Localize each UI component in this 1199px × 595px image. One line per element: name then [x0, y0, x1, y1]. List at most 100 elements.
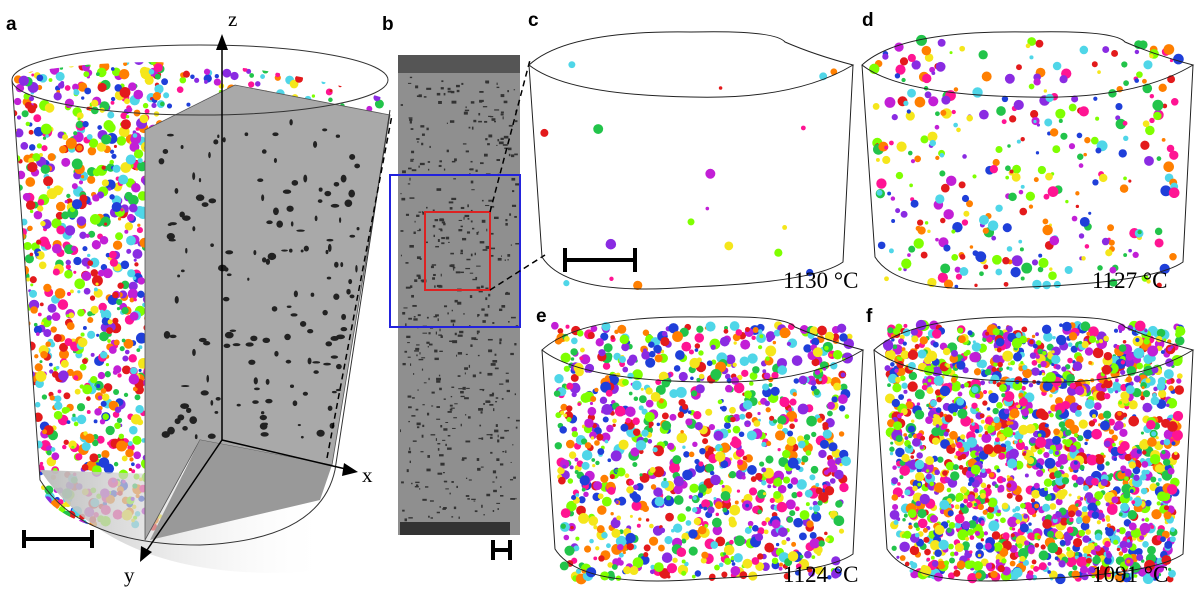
pore [410, 363, 411, 365]
particle [584, 546, 591, 553]
particle [759, 334, 763, 338]
particle [739, 431, 745, 437]
particle [769, 416, 774, 421]
particle [22, 404, 30, 412]
pore [318, 199, 323, 203]
particle [1153, 112, 1161, 120]
particle [1032, 280, 1041, 289]
particle [672, 558, 677, 563]
particle [540, 129, 548, 137]
pore [470, 168, 474, 170]
particle [105, 371, 111, 377]
particle [985, 498, 990, 503]
particle [1102, 518, 1106, 522]
particle [1039, 550, 1049, 560]
pore [515, 393, 516, 395]
particle [82, 271, 92, 281]
particle [593, 124, 603, 134]
particle [1049, 394, 1053, 398]
particle [1113, 540, 1118, 545]
particle [26, 278, 30, 282]
particle [940, 386, 950, 396]
particle [15, 317, 23, 325]
particle [942, 470, 948, 476]
particle [564, 535, 570, 541]
particle [1115, 378, 1119, 382]
pore [433, 235, 435, 237]
particle [609, 277, 613, 281]
particle [823, 430, 832, 439]
particle [48, 304, 57, 313]
particle [588, 332, 595, 339]
particle [974, 284, 977, 287]
pore [182, 426, 188, 431]
particle [890, 442, 893, 445]
particle [959, 46, 965, 52]
particle [1095, 533, 1102, 540]
particle [72, 159, 83, 170]
particle [722, 485, 725, 488]
particle [662, 331, 668, 337]
particle [730, 417, 736, 423]
pore [303, 175, 307, 183]
particle [1066, 547, 1070, 551]
particle [107, 111, 114, 118]
particle [969, 477, 975, 483]
pore [208, 152, 211, 158]
pore [483, 514, 484, 515]
particle [82, 464, 89, 471]
particle [122, 355, 128, 361]
pore [181, 145, 184, 149]
particle [1149, 118, 1154, 123]
pore [247, 278, 249, 281]
particle [29, 466, 40, 477]
particle [901, 258, 911, 268]
particle [996, 106, 1006, 116]
particle [828, 442, 837, 451]
particle [682, 560, 686, 564]
particle [972, 87, 982, 97]
pore [276, 221, 283, 228]
pore [493, 408, 494, 411]
particle [1050, 128, 1058, 136]
particle [77, 290, 80, 293]
particle [1107, 224, 1114, 231]
particle [957, 327, 963, 333]
particle [1010, 408, 1020, 418]
particle [197, 57, 203, 63]
particle [825, 537, 830, 542]
particle [894, 369, 898, 373]
particle [37, 143, 42, 148]
particle [49, 363, 53, 367]
pore [469, 127, 471, 129]
particle [910, 455, 914, 459]
pore [283, 189, 291, 193]
pore [456, 355, 457, 357]
particle [975, 429, 979, 433]
particle [914, 156, 921, 163]
particle [1141, 431, 1144, 434]
particle [1094, 491, 1103, 500]
pore [449, 201, 454, 203]
pore [471, 210, 473, 211]
particle [593, 481, 602, 490]
particle [1055, 451, 1059, 455]
particle [954, 87, 958, 91]
particle [891, 494, 898, 501]
pore [448, 435, 451, 436]
panel-label: a [6, 14, 17, 35]
particle [1097, 520, 1101, 524]
particle [718, 400, 723, 405]
particle [975, 393, 980, 398]
pore [294, 291, 298, 298]
particle [49, 60, 57, 68]
pore [507, 254, 510, 257]
particle [1065, 429, 1071, 435]
particle [1075, 386, 1084, 395]
particle [1051, 355, 1060, 364]
particle [1044, 119, 1052, 127]
particle [938, 540, 948, 550]
pore [254, 387, 260, 390]
particle [560, 411, 564, 415]
particle [64, 270, 73, 279]
